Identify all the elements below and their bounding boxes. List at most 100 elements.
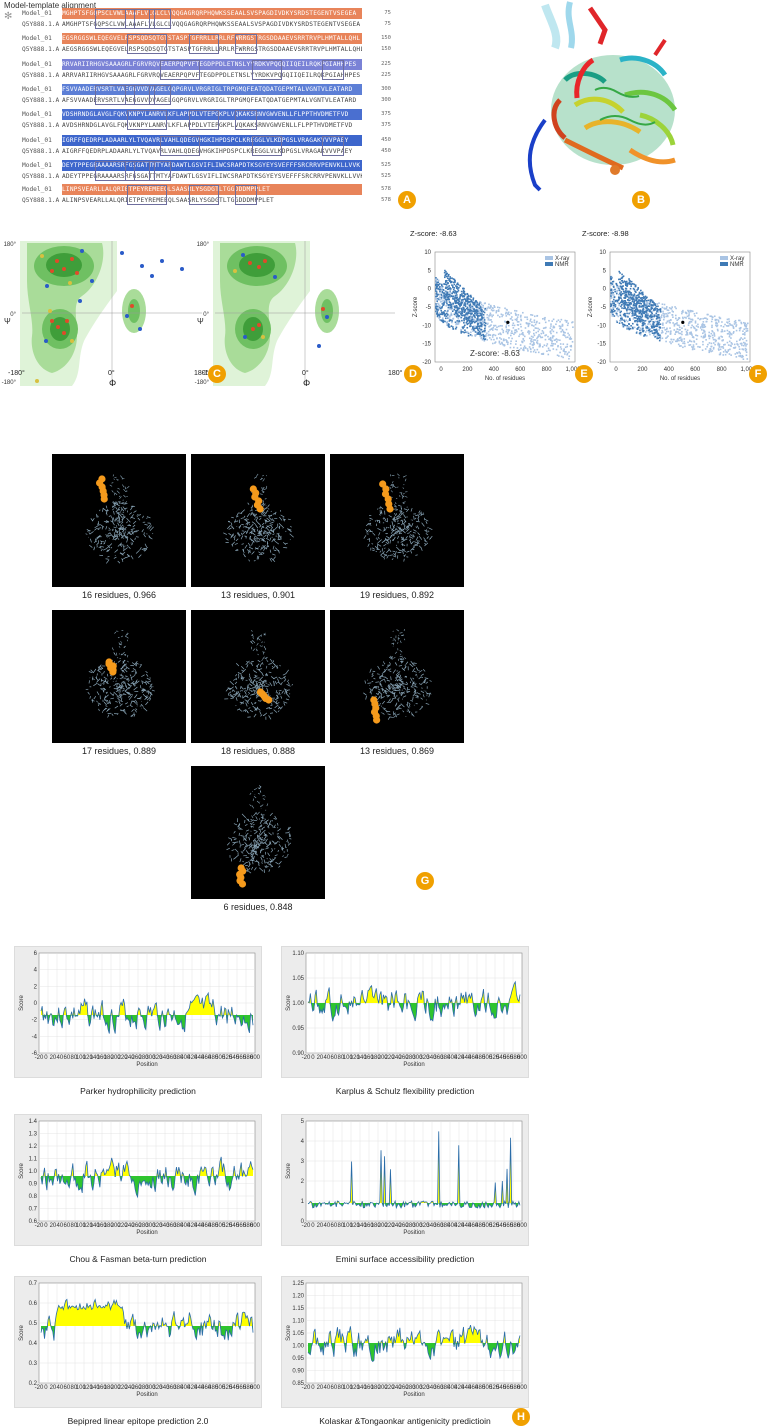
prediction-xtick: 420 (187, 1055, 198, 1061)
score-line (307, 1131, 521, 1210)
prediction-xtick: 160 (97, 1223, 108, 1229)
prediction-xtick: 80 (70, 1055, 77, 1061)
prediction-ylabel: Score (286, 1325, 292, 1341)
model-sequence: IGRFFQEDRPLADAARLYLTVQAVRLVAHLQDEGVHGKIH… (62, 135, 362, 146)
alignment-block: Model_01 DEYTPPEGRAAAARSRFGSGATTMTYAFDAWT… (6, 160, 391, 182)
prediction-ytick: 1.2 (29, 1144, 38, 1150)
prediction-ytick: 0.7 (29, 1281, 38, 1287)
score-line (40, 1298, 254, 1341)
prediction-chart: 1.4 1.3 1.2 1.1 1.0 0.9 0.8 0.7 0.6 -20 0 20 40 60 80 1… (14, 1114, 262, 1246)
prediction-xtick: 420 (454, 1385, 465, 1391)
prediction-xtick: 80 (70, 1223, 77, 1229)
alignment-position: 578 (381, 197, 391, 203)
prediction-xtick: 100 (343, 1055, 354, 1061)
prediction-xtick: 280 (406, 1385, 417, 1391)
prediction-xtick: 580 (243, 1385, 254, 1391)
prediction-xtick: 480 (208, 1055, 219, 1061)
prediction-xtick: 540 (496, 1385, 507, 1391)
prediction-xtick: 180 (371, 1385, 382, 1391)
prediction-xlabel: Position (136, 1062, 157, 1068)
prediction-ylabel: Score (286, 995, 292, 1011)
prediction-xtick: -20 (302, 1223, 311, 1229)
prediction-xtick: 240 (392, 1385, 403, 1391)
alignment-highlight-box (94, 9, 135, 29)
prediction-ytick: 1.10 (292, 1319, 304, 1325)
alignment-position: 300 (381, 86, 391, 92)
prediction-xlabel: Position (136, 1392, 157, 1398)
prediction-xtick: 140 (357, 1055, 368, 1061)
prediction-ytick: 1.3 (29, 1132, 38, 1138)
prediction-xtick: 460 (468, 1055, 479, 1061)
prediction-xtick: 500 (482, 1055, 493, 1061)
prediction-xtick: 340 (426, 1385, 437, 1391)
epitope-caption: 13 residues, 0.901 (220, 590, 296, 600)
prediction-xtick: 520 (489, 1055, 500, 1061)
prediction-xtick: 420 (187, 1385, 198, 1391)
alignment-position: 225 (381, 72, 391, 78)
model-label: Model_01 (22, 86, 52, 93)
template-label: Q5Y888.1.A (22, 97, 60, 104)
alignment-block: Model_01 FSVVAADERVSRTLVAEGGVVDVAGELGQPGR… (6, 84, 391, 106)
prediction-xtick: 100 (76, 1223, 87, 1229)
epitope-caption: 19 residues, 0.892 (359, 590, 435, 600)
prediction-xtick: 140 (90, 1385, 101, 1391)
model-label: Model_01 (22, 186, 52, 193)
ramachandran-plots: 180° 0° -180° Ψ 180° 0° -180° Ψ (2, 240, 396, 386)
prediction-xtick: 600 (517, 1055, 528, 1061)
alignment-highlight-box (252, 60, 282, 80)
alignment-highlight-box (94, 161, 135, 181)
ramachandran-d-y-top: 180° (197, 242, 210, 248)
prediction-xtick: 220 (118, 1055, 129, 1061)
prediction-xtick: 140 (90, 1055, 101, 1061)
zscore-plot-e: 10 5 0 -5 -10 -15 -20 0 200 400 600 800 1,000 Z-score… (413, 250, 581, 382)
prediction-xtick: 80 (337, 1223, 344, 1229)
prediction-xtick: 280 (406, 1223, 417, 1229)
prediction-ytick: 0.3 (29, 1361, 38, 1367)
template-sequence: AMGHPTSFGQPSCLVWLAAAFLVLGLCLVQQGAGRQRPHQ… (62, 21, 361, 28)
protein-structure-image (527, 1, 678, 192)
prediction-xtick: 0 (311, 1223, 315, 1229)
prediction-xtick: 60 (331, 1055, 338, 1061)
above-threshold-area (308, 1325, 520, 1343)
prediction-xtick: 480 (475, 1223, 486, 1229)
prediction-xtick: 400 (447, 1385, 458, 1391)
alignment-highlight-box (127, 185, 168, 205)
prediction-xtick: 360 (166, 1223, 177, 1229)
prediction-ytick: 0.2 (29, 1381, 38, 1387)
prediction-xtick: 0 (44, 1055, 48, 1061)
template-sequence: AEGSRGGSWLEQEGVELRSPSQDSQTGTSTASPTGFRRLL… (62, 46, 362, 53)
settings-gear-icon[interactable]: ✻ (4, 11, 13, 22)
model-row: Model_01 MGHPTSFGQPSCLVWLAAAFLVLGLCLVQQGA… (6, 8, 391, 19)
prediction-xtick: 0 (311, 1385, 315, 1391)
prediction-xtick: 580 (510, 1055, 521, 1061)
alignment-highlight-box (127, 34, 168, 54)
prediction-xtick: 300 (412, 1385, 423, 1391)
prediction-xtick: 440 (194, 1223, 205, 1229)
prediction-xtick: 540 (229, 1223, 240, 1229)
prediction-xlabel: Position (403, 1230, 424, 1236)
prediction-xtick: 340 (159, 1055, 170, 1061)
prediction-xtick: 120 (83, 1055, 94, 1061)
prediction-xtick: 560 (503, 1055, 514, 1061)
zscore-xtick: 1,000 (565, 367, 581, 373)
prediction-ytick: 0.90 (292, 1051, 304, 1057)
alignment-highlight-box (235, 34, 258, 54)
zscore-ytick: -5 (426, 305, 432, 311)
prediction-xtick: 60 (64, 1385, 71, 1391)
prediction-xtick: 360 (433, 1223, 444, 1229)
prediction-xtick: 340 (159, 1223, 170, 1229)
zscore-ytick: -15 (422, 342, 431, 348)
prediction-caption: Emini surface accessibility prediction (335, 1254, 475, 1264)
prediction-xtick: 240 (392, 1223, 403, 1229)
prediction-xtick: 20 (50, 1055, 57, 1061)
prediction-xtick: 60 (331, 1223, 338, 1229)
prediction-xtick: 260 (132, 1385, 143, 1391)
template-label: Q5Y888.1.A (22, 148, 60, 155)
prediction-ytick: 0.6 (29, 1301, 38, 1307)
prediction-ytick: 0.9 (29, 1182, 38, 1188)
prediction-xtick: 540 (496, 1055, 507, 1061)
prediction-xtick: 340 (426, 1223, 437, 1229)
prediction-xtick: 120 (83, 1223, 94, 1229)
model-sequence: EGSRGGSWLEQEGVELRSPSQDSQTGTSTASPTGFRRLLR… (62, 33, 362, 44)
prediction-xtick: 520 (222, 1385, 233, 1391)
